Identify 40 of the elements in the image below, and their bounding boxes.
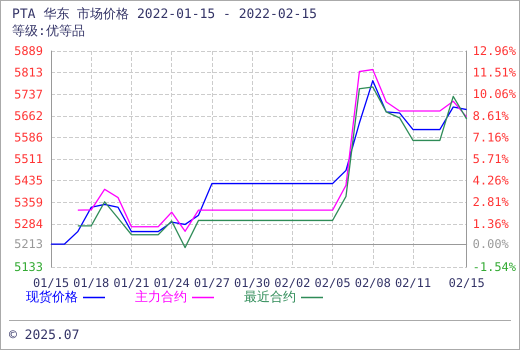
y-tick-label: 5435 [14,174,43,188]
y-tick-label: 5511 [14,152,43,166]
x-tick-label: 01/30 [234,276,270,290]
y2-tick-label: 12.96% [472,44,517,58]
legend-label: 最近合约 [244,290,296,305]
y-tick-label: 5359 [14,195,43,210]
y2-tick-label: 11.51% [472,66,517,80]
text: © 2025.07 [9,328,80,343]
x-tick-label: 01/15 [32,276,70,290]
y-tick-label: 5889 [14,44,43,58]
x-tick-label: 01/18 [73,276,110,290]
y-tick-label: 5133 [14,260,43,274]
x-tick-label: 02/08 [354,276,391,290]
chart-subtitle: 等级:优等品 [12,24,85,39]
y-tick-label: 5586 [14,130,43,145]
x-tick-label: 02/15 [448,276,485,290]
x-tick-label: 01/27 [194,276,230,290]
y2-tick-label: -1.54% [472,260,517,274]
x-tick-label: 02/02 [274,276,310,290]
y-tick-label: 5284 [14,216,43,231]
y2-tick-label: 2.81% [472,195,510,210]
y-tick-label: 5737 [14,87,43,102]
y2-tick-label: 1.36% [472,216,510,231]
x-tick-label: 01/21 [113,276,150,290]
y2-tick-label: 5.71% [472,152,510,166]
x-tick-label: 01/24 [154,276,190,290]
y2-tick-label: 8.61% [472,108,510,123]
x-tick-label: 02/11 [394,276,432,290]
y-tick-label: 5813 [14,66,43,80]
line-series [77,68,468,232]
y2-tick-label: 0.00% [472,237,510,252]
y-tick-label: 5213 [14,237,43,252]
x-tick-label: 02/05 [314,276,351,290]
y2-tick-label: 10.06% [472,87,517,102]
y-tick-label: 5662 [14,108,43,123]
chart-title: PTA 华东 市场价格 2022-01-15 - 2022-02-15 [12,7,317,22]
y2-tick-label: 4.26% [472,174,510,188]
y2-tick-label: 7.16% [472,130,510,144]
legend-label: 现货价格 [26,290,78,305]
legend-label: 主力合约 [135,289,187,305]
